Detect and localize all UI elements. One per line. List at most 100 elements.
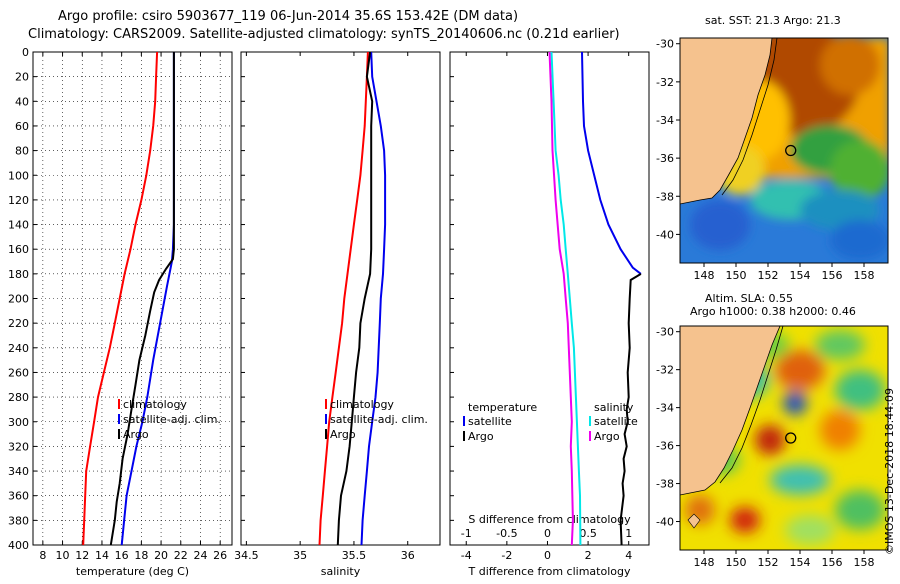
sla-map-frame — [679, 325, 889, 551]
y-tick-label: 340 — [8, 465, 29, 478]
x-tick-label: 26 — [213, 549, 227, 562]
legend-label: Argo — [468, 430, 494, 443]
sst-argo-marker — [785, 144, 797, 157]
difference-panel: -4 -2 0 2 4 T difference from climatology -1 -0… — [449, 51, 650, 578]
x-top-tick-label: 0 — [544, 527, 551, 540]
series-t-satellite — [581, 51, 642, 275]
y-tick-label: 260 — [8, 366, 29, 379]
map-x-tick-label: 156 — [822, 556, 843, 569]
y-tick-label: 0 — [22, 46, 29, 59]
y-tick-label: 80 — [15, 145, 29, 158]
legend-label: satellite — [594, 415, 638, 428]
series-s-satellite — [550, 51, 582, 546]
y-tick-label: 400 — [8, 539, 29, 552]
x-tick-label: 35.5 — [342, 549, 367, 562]
sst-land — [680, 38, 773, 205]
x-tick-label: 14 — [95, 549, 109, 562]
difference-frame — [449, 51, 650, 546]
x-tick-label: 22 — [174, 549, 188, 562]
y-tick-label: 40 — [15, 95, 29, 108]
sla-map-title: Altim. SLA: 0.55 — [705, 292, 793, 305]
map-x-tick-label: 152 — [758, 269, 779, 282]
y-tick-label: 160 — [8, 243, 29, 256]
y-tick-label: 300 — [8, 416, 29, 429]
series-s-argo — [548, 51, 574, 546]
map-y-tick-label: -34 — [656, 402, 674, 415]
x-tick-label: 20 — [154, 549, 168, 562]
y-tick-label: 60 — [15, 120, 29, 133]
map-y-tick-label: -30 — [656, 38, 674, 51]
y-tick-label: 240 — [8, 342, 29, 355]
series-satellite-adj-clim- — [360, 51, 387, 546]
sla-map-subtitle: Argo h1000: 0.38 h2000: 0.46 — [690, 305, 856, 318]
sst-map: sat. SST: 21.3 Argo: 21.3 148 150 152 154 15… — [656, 14, 889, 282]
y-tick-label: 220 — [8, 317, 29, 330]
y-tick-label: 120 — [8, 194, 29, 207]
series-climatology — [82, 51, 159, 546]
imos-side-label: ©IMOS 13-Dec-2018 18:44:09 — [883, 388, 896, 555]
salinity-frame — [240, 51, 441, 546]
map-y-tick-label: -38 — [656, 190, 674, 203]
x-tick-label: 2 — [585, 549, 592, 562]
x-tick-label: 12 — [75, 549, 89, 562]
legend-temperature-title: temperature — [468, 401, 537, 414]
x-tick-label: -2 — [501, 549, 512, 562]
y-tick-label: 280 — [8, 391, 29, 404]
temperature-xlabel: temperature (deg C) — [76, 565, 189, 578]
difference-xlabel: T difference from climatology — [468, 565, 631, 578]
header-line2: Climatology: CARS2009. Satellite-adjuste… — [28, 27, 620, 42]
legend-label: Argo — [123, 428, 149, 441]
x-tick-label: 4 — [625, 549, 632, 562]
x-tick-label: 36 — [401, 549, 415, 562]
sst-map-frame — [679, 37, 889, 264]
map-x-tick-label: 158 — [854, 269, 875, 282]
map-y-tick-label: -32 — [656, 364, 674, 377]
legend-label: satellite — [468, 415, 512, 428]
x-tick-label: -4 — [461, 549, 472, 562]
y-tick-label: 200 — [8, 293, 29, 306]
map-y-tick-label: -34 — [656, 114, 674, 127]
x-tick-label: 34.5 — [234, 549, 259, 562]
x-tick-label: 35 — [293, 549, 307, 562]
x-top-tick-label: 1 — [625, 527, 632, 540]
sla-map: Altim. SLA: 0.55 Argo h1000: 0.38 h2000:… — [656, 292, 889, 569]
x-tick-label: 10 — [56, 549, 70, 562]
map-x-tick-label: 152 — [758, 556, 779, 569]
map-y-tick-label: -40 — [656, 516, 674, 529]
y-tick-label: 380 — [8, 514, 29, 527]
map-x-tick-label: 154 — [790, 556, 811, 569]
legend-label: satellite-adj. clim. — [330, 413, 428, 426]
series-t-argo — [619, 273, 642, 546]
map-x-tick-label: 154 — [790, 269, 811, 282]
legend-label: climatology — [123, 398, 187, 411]
sla-land — [680, 326, 781, 496]
y-tick-label: 180 — [8, 268, 29, 281]
map-y-tick-label: -36 — [656, 440, 674, 453]
map-x-tick-label: 150 — [726, 269, 747, 282]
temperature-panel: 8 10 12 14 16 18 20 22 24 26 temperature (deg C) 0 2… — [8, 46, 233, 578]
x-tick-label: 18 — [134, 549, 148, 562]
x-tick-label: 24 — [193, 549, 207, 562]
map-x-tick-label: 148 — [694, 556, 715, 569]
map-y-tick-label: -40 — [656, 228, 674, 241]
y-tick-label: 20 — [15, 71, 29, 84]
legend-label: Argo — [594, 430, 620, 443]
map-y-tick-label: -36 — [656, 152, 674, 165]
legend-label: Argo — [330, 428, 356, 441]
map-x-tick-label: 150 — [726, 556, 747, 569]
legend-label: satellite-adj. clim. — [123, 413, 221, 426]
map-x-tick-label: 148 — [694, 269, 715, 282]
map-y-tick-label: -30 — [656, 326, 674, 339]
y-tick-label: 100 — [8, 169, 29, 182]
salinity-panel: 34.5 35 35.5 36 salinity climatology satellite… — [234, 51, 441, 578]
series-climatology — [318, 51, 369, 546]
y-tick-label: 320 — [8, 440, 29, 453]
difference-xlabel-top: S difference from climatology — [468, 513, 631, 526]
x-tick-label: 8 — [39, 549, 46, 562]
map-x-tick-label: 158 — [854, 556, 875, 569]
series-argo — [336, 51, 374, 546]
legend-label: climatology — [330, 398, 394, 411]
salinity-xlabel: salinity — [321, 565, 361, 578]
x-top-tick-label: -1 — [461, 527, 472, 540]
